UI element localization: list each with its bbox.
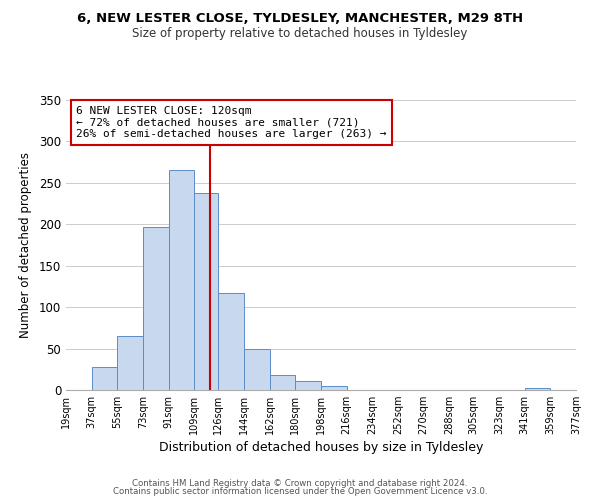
Bar <box>117 336 143 390</box>
Text: Size of property relative to detached houses in Tyldesley: Size of property relative to detached ho… <box>133 28 467 40</box>
Bar <box>143 227 169 390</box>
Text: 6, NEW LESTER CLOSE, TYLDESLEY, MANCHESTER, M29 8TH: 6, NEW LESTER CLOSE, TYLDESLEY, MANCHEST… <box>77 12 523 26</box>
X-axis label: Distribution of detached houses by size in Tyldesley: Distribution of detached houses by size … <box>159 442 483 454</box>
Bar <box>270 375 295 390</box>
Bar <box>295 381 321 390</box>
Text: Contains public sector information licensed under the Open Government Licence v3: Contains public sector information licen… <box>113 487 487 496</box>
Bar <box>169 170 194 390</box>
Bar <box>92 367 117 390</box>
Bar <box>525 388 550 390</box>
Text: Contains HM Land Registry data © Crown copyright and database right 2024.: Contains HM Land Registry data © Crown c… <box>132 478 468 488</box>
Bar <box>218 293 244 390</box>
Bar <box>194 193 218 390</box>
Bar <box>244 348 270 390</box>
Y-axis label: Number of detached properties: Number of detached properties <box>19 152 32 338</box>
Text: 6 NEW LESTER CLOSE: 120sqm
← 72% of detached houses are smaller (721)
26% of sem: 6 NEW LESTER CLOSE: 120sqm ← 72% of deta… <box>76 106 387 139</box>
Bar <box>321 386 347 390</box>
